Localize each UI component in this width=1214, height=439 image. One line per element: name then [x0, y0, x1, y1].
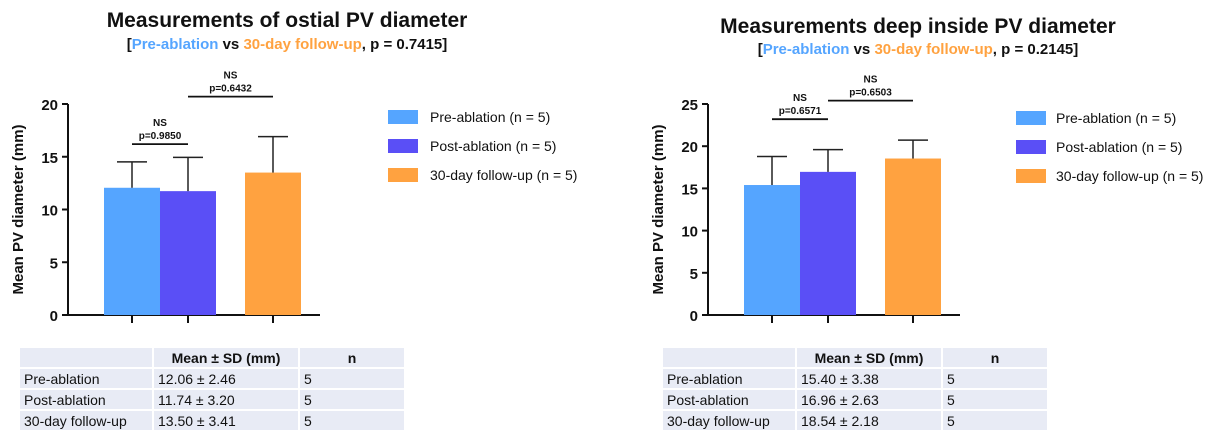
table-header-cell — [663, 348, 795, 367]
table-row: 30-day follow-up 13.50 ± 3.41 5 — [20, 411, 404, 430]
y-tick-label: 5 — [50, 255, 58, 272]
significance-p-value: p=0.9850 — [139, 131, 182, 142]
subtitle-pre: Pre-ablation — [132, 36, 219, 53]
legend-label: Pre-ablation (n = 5) — [1056, 110, 1176, 126]
bar-2 — [885, 158, 941, 315]
bar-0 — [104, 187, 160, 315]
significance-label: NS — [224, 71, 238, 82]
table-cell: 11.74 ± 3.20 — [154, 390, 298, 409]
table-cell: 5 — [300, 390, 404, 409]
legend-label: 30-day follow-up (n = 5) — [430, 167, 577, 183]
y-tick-label: 10 — [41, 203, 58, 220]
y-tick-label: 15 — [41, 150, 58, 167]
legend-swatch-1 — [388, 139, 418, 153]
table-header-cell: n — [943, 348, 1047, 367]
table-header-cell: Mean ± SD (mm) — [154, 348, 298, 367]
y-tick-label: 25 — [681, 97, 698, 114]
legend-swatch-2 — [1016, 169, 1046, 183]
table-row: Post-ablation 16.96 ± 2.63 5 — [663, 390, 1047, 409]
subtitle-close: ] — [1073, 41, 1078, 58]
significance-label: NS — [153, 118, 167, 129]
table-cell: 18.54 ± 2.18 — [797, 411, 941, 430]
legend-swatch-0 — [1016, 111, 1046, 125]
legend-label: Post-ablation (n = 5) — [430, 138, 556, 154]
subtitle-close: ] — [442, 36, 447, 53]
significance-p-value: p=0.6571 — [779, 106, 822, 117]
subtitle-open: [ — [758, 41, 763, 58]
legend-label: 30-day follow-up (n = 5) — [1056, 168, 1203, 184]
table-cell: Pre-ablation — [20, 369, 152, 388]
y-tick-label: 5 — [690, 266, 698, 283]
significance-label: NS — [793, 93, 807, 104]
table-cell: 5 — [943, 411, 1047, 430]
significance-p-value: p=0.6503 — [849, 88, 892, 99]
table-cell: 30-day follow-up — [663, 411, 795, 430]
ostial-diameter-chart: Measurements of ostial PV diameter[Pre-a… — [10, 9, 577, 325]
subtitle-p: , p = 0.2145 — [993, 41, 1073, 58]
table-header-cell: Mean ± SD (mm) — [797, 348, 941, 367]
table-cell: Post-ablation — [20, 390, 152, 409]
y-tick-label: 20 — [41, 97, 58, 114]
table-cell: Post-ablation — [663, 390, 795, 409]
subtitle-vs: vs — [849, 41, 874, 58]
table-cell: 5 — [943, 369, 1047, 388]
table-row: 30-day follow-up 18.54 ± 2.18 5 — [663, 411, 1047, 430]
table-cell: 13.50 ± 3.41 — [154, 411, 298, 430]
y-tick-label: 15 — [681, 181, 698, 198]
table-cell: 5 — [300, 411, 404, 430]
legend-swatch-1 — [1016, 140, 1046, 154]
subtitle-open: [ — [127, 36, 132, 53]
ostial-stats-table: Mean ± SD (mm) n Pre-ablation 12.06 ± 2.… — [18, 346, 406, 432]
chart-title: Measurements of ostial PV diameter — [107, 9, 468, 32]
bar-1 — [800, 171, 856, 315]
table-cell: 12.06 ± 2.46 — [154, 369, 298, 388]
subtitle-pre: Pre-ablation — [763, 41, 850, 58]
table-row: Pre-ablation 15.40 ± 3.38 5 — [663, 369, 1047, 388]
legend-swatch-2 — [388, 168, 418, 182]
table-header-cell — [20, 348, 152, 367]
table-cell: 5 — [300, 369, 404, 388]
y-axis-label: Mean PV diameter (mm) — [10, 124, 27, 294]
table-cell: 15.40 ± 3.38 — [797, 369, 941, 388]
table-header-cell: n — [300, 348, 404, 367]
table-row: Pre-ablation 12.06 ± 2.46 5 — [20, 369, 404, 388]
chart-subtitle: [Pre-ablation vs 30-day follow-up, p = 0… — [758, 41, 1079, 58]
subtitle-follow: 30-day follow-up — [243, 36, 361, 53]
table-cell: Pre-ablation — [663, 369, 795, 388]
significance-label: NS — [864, 75, 878, 86]
y-tick-label: 0 — [690, 308, 698, 325]
subtitle-vs: vs — [218, 36, 243, 53]
y-axis-label: Mean PV diameter (mm) — [650, 124, 667, 294]
legend-swatch-0 — [388, 110, 418, 124]
legend-label: Pre-ablation (n = 5) — [430, 109, 550, 125]
significance-p-value: p=0.6432 — [209, 84, 252, 95]
deep-diameter-chart: Measurements deep inside PV diameter[Pre… — [650, 15, 1203, 325]
table-cell: 5 — [943, 390, 1047, 409]
chart-title: Measurements deep inside PV diameter — [720, 15, 1116, 38]
table-cell: 16.96 ± 2.63 — [797, 390, 941, 409]
y-tick-label: 20 — [681, 139, 698, 156]
bar-1 — [160, 191, 216, 315]
bar-0 — [744, 185, 800, 315]
subtitle-follow: 30-day follow-up — [874, 41, 992, 58]
table-header-row: Mean ± SD (mm) n — [663, 348, 1047, 367]
subtitle-p: , p = 0.7415 — [362, 36, 442, 53]
y-tick-label: 10 — [681, 224, 698, 241]
chart-subtitle: [Pre-ablation vs 30-day follow-up, p = 0… — [127, 36, 448, 53]
table-cell: 30-day follow-up — [20, 411, 152, 430]
deep-stats-table: Mean ± SD (mm) n Pre-ablation 15.40 ± 3.… — [661, 346, 1049, 432]
y-tick-label: 0 — [50, 308, 58, 325]
bar-2 — [245, 172, 301, 315]
table-header-row: Mean ± SD (mm) n — [20, 348, 404, 367]
table-row: Post-ablation 11.74 ± 3.20 5 — [20, 390, 404, 409]
legend-label: Post-ablation (n = 5) — [1056, 139, 1182, 155]
